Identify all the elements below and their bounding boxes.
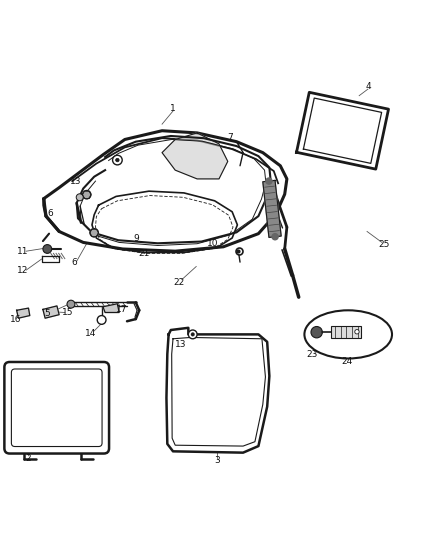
Circle shape [97,316,106,324]
Polygon shape [43,306,59,318]
Circle shape [90,229,99,237]
Text: 13: 13 [70,177,81,187]
Circle shape [76,194,83,201]
Polygon shape [166,328,269,453]
Text: 6: 6 [47,209,53,219]
Text: 11: 11 [17,247,28,256]
Text: 4: 4 [365,82,371,91]
Circle shape [113,155,122,165]
FancyBboxPatch shape [4,362,109,454]
Text: 1: 1 [170,104,176,114]
Text: 15: 15 [62,309,74,318]
Polygon shape [162,133,228,179]
Bar [331,326,361,338]
Circle shape [82,190,91,199]
Text: 14: 14 [85,328,97,337]
Circle shape [191,333,194,336]
Text: 21: 21 [138,249,149,259]
FancyBboxPatch shape [11,369,102,447]
Polygon shape [17,308,30,318]
Text: 7: 7 [227,133,233,142]
Polygon shape [103,304,119,312]
Polygon shape [44,131,287,251]
Circle shape [272,233,278,240]
Circle shape [43,245,52,253]
Text: 6: 6 [71,259,78,268]
Text: 22: 22 [173,278,184,287]
Circle shape [67,300,75,308]
Polygon shape [263,180,281,237]
Circle shape [188,330,197,339]
Circle shape [90,229,99,237]
Text: 23: 23 [306,350,318,359]
Circle shape [82,190,91,199]
Text: 13: 13 [175,340,187,349]
Text: 3: 3 [214,456,220,465]
Text: 12: 12 [17,266,28,276]
Text: 16: 16 [10,314,21,324]
Polygon shape [297,92,389,169]
Circle shape [311,327,322,338]
Text: 17: 17 [116,305,127,314]
Ellipse shape [304,310,392,359]
Text: 2: 2 [26,454,31,463]
Text: 5: 5 [44,309,50,318]
Circle shape [266,178,272,184]
Text: 24: 24 [341,357,353,366]
Text: 9: 9 [134,235,140,244]
Circle shape [116,158,119,162]
Text: 25: 25 [378,240,389,249]
Text: 10: 10 [207,239,219,248]
Circle shape [355,329,359,334]
